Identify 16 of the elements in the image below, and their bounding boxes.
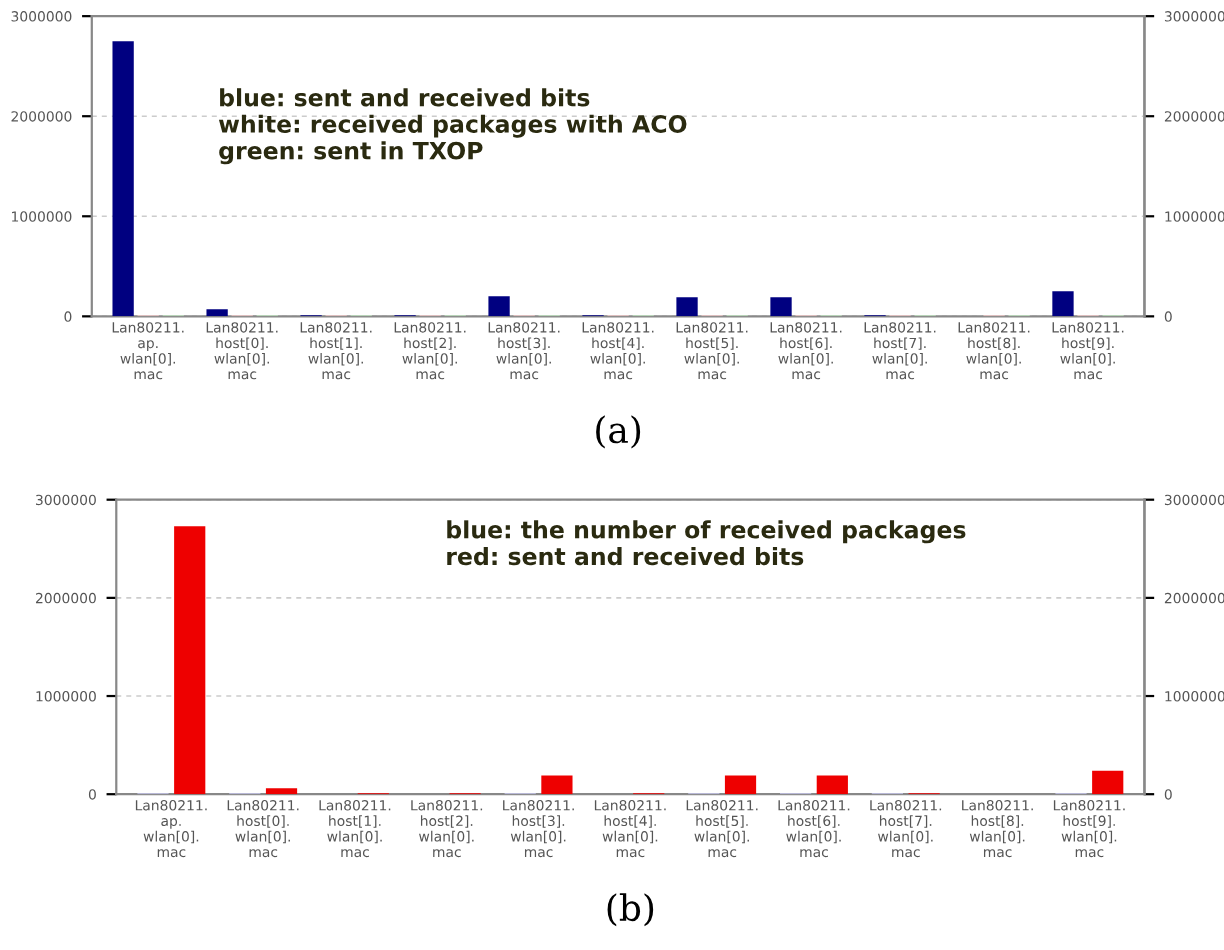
bar [488,296,510,317]
bar [770,297,792,317]
bar [541,775,573,795]
bar [112,41,134,317]
bar [816,775,848,795]
x-axis-title: (a) [596,415,641,449]
bar [676,297,698,317]
bar [724,775,757,795]
bar [174,526,206,795]
bar [1092,770,1124,795]
annotation: blue: the number of received packages red: sent and received bits [447,520,966,566]
bar [1052,291,1074,317]
bar [265,788,298,795]
annotation: blue: sent and received bits white: received packages with ACO green: sent in TXOP [218,88,687,165]
x-axis-title: (b) [607,893,654,927]
bar [206,309,228,317]
